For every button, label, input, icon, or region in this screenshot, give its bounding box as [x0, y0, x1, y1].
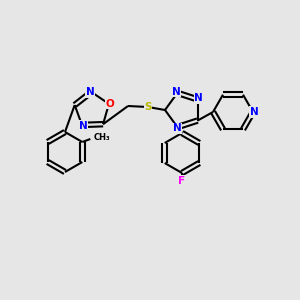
Text: N: N	[86, 87, 95, 97]
Text: N: N	[173, 123, 182, 133]
Text: N: N	[79, 121, 87, 131]
Text: O: O	[106, 99, 114, 109]
Text: F: F	[178, 176, 186, 186]
Text: S: S	[144, 102, 152, 112]
Text: CH₃: CH₃	[93, 134, 110, 142]
Text: N: N	[250, 107, 258, 117]
Text: N: N	[172, 87, 181, 97]
Text: N: N	[194, 93, 203, 103]
